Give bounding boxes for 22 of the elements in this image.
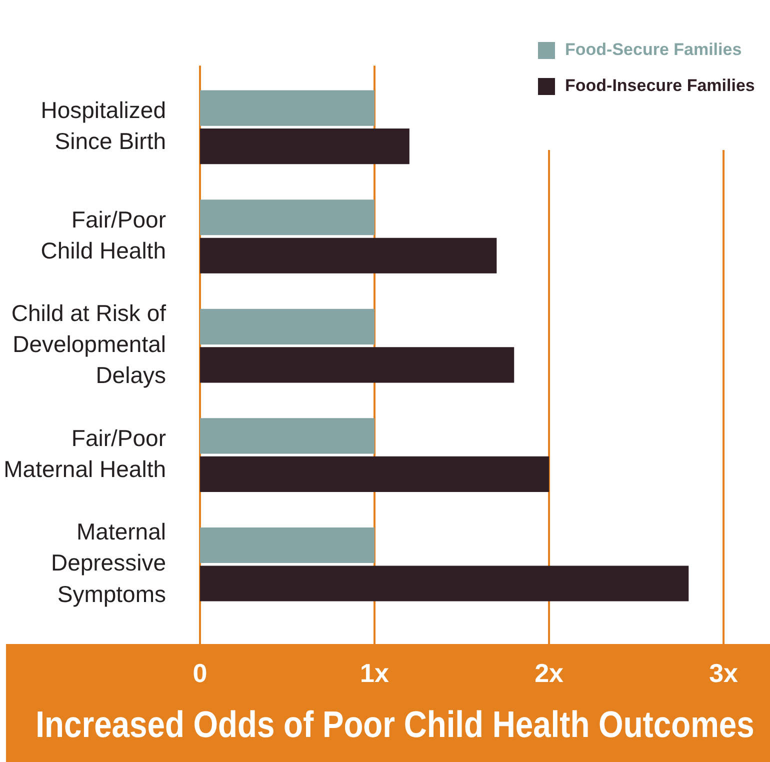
bar (200, 128, 410, 164)
legend-label: Food-Insecure Families (565, 76, 755, 96)
x-tick-label: 1x (360, 658, 390, 688)
y-tick-label: Maternal Depressive Symptoms (50, 518, 166, 607)
y-tick-label: Child at Risk of Developmental Delays (11, 300, 167, 388)
y-tick-label: Hospitalized Since Birth (40, 97, 166, 154)
bar (200, 200, 375, 236)
x-tick-label: 2x (534, 658, 564, 688)
bar (200, 566, 689, 602)
y-tick-label: Fair/Poor Child Health (40, 206, 166, 264)
bar (200, 418, 375, 454)
bar (200, 238, 497, 274)
x-tick-label: 0 (192, 658, 208, 688)
x-axis-title: Increased Odds of Poor Child Health Outcomes (36, 705, 754, 746)
bar (200, 347, 514, 383)
bar (200, 90, 375, 126)
y-tick-label: Fair/Poor Maternal Health (4, 424, 166, 482)
bar (200, 456, 550, 492)
bar (200, 308, 375, 344)
legend-label: Food-Secure Families (565, 40, 742, 60)
x-tick-label: 3x (709, 658, 739, 688)
bar (200, 527, 375, 564)
